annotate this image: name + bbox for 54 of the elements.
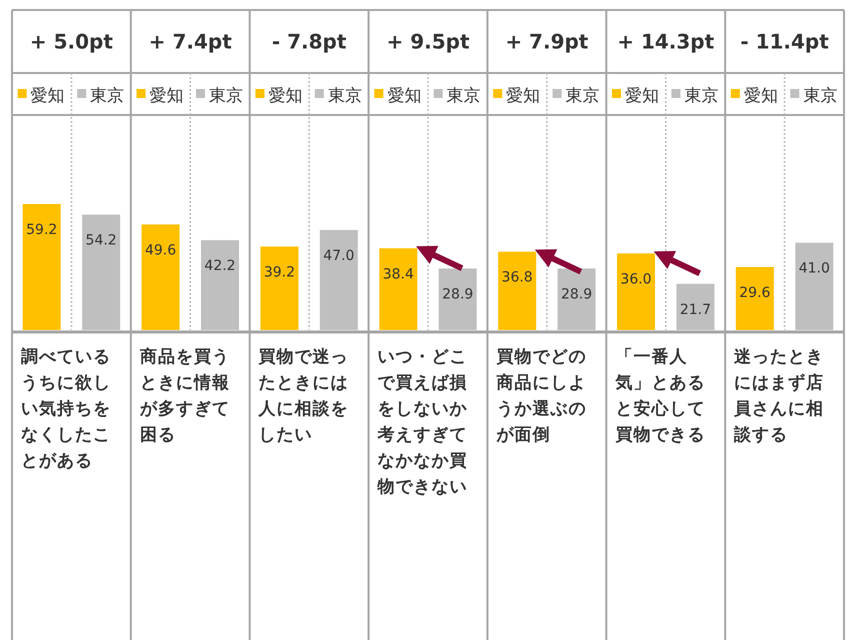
x-tick-label: 調べているうちに欲しい気持ちをなくしたことがある (21, 346, 112, 473)
text: 愛知 (625, 86, 659, 106)
text: - 7.8pt (272, 30, 347, 54)
bar (498, 252, 536, 330)
bar (320, 230, 358, 330)
bar (201, 240, 239, 330)
text: - 11.4pt (740, 30, 830, 54)
text: 愛知 (506, 86, 540, 106)
text: 愛知 (387, 86, 422, 106)
data-label: 59.2 (26, 222, 58, 238)
x-tick-label: 商品を買うときに情報が多すぎて困る (140, 346, 231, 447)
data-label: 29.6 (739, 285, 771, 301)
data-label: 28.9 (560, 286, 592, 302)
bar (676, 284, 714, 330)
bar (260, 246, 298, 330)
data-label: 39.2 (264, 264, 296, 281)
text: 東京 (684, 86, 718, 106)
text: + 7.4pt (148, 30, 232, 54)
data-label: 38.4 (382, 266, 414, 282)
legend-label: 東京 (90, 86, 124, 106)
data-label: 42.2 (204, 258, 236, 274)
x-tick-label: 迷ったときにはまず店員さんに相談する (734, 346, 826, 447)
x-tick-label: 「一番人気」とあると安心して買物できる (615, 346, 706, 447)
text: 東京 (209, 86, 243, 106)
text: 東京 (566, 86, 600, 106)
data-label: 54.2 (86, 232, 117, 249)
bar (22, 204, 61, 330)
data-label: 36.8 (502, 270, 533, 286)
text: 愛知 (744, 86, 778, 106)
bar (82, 214, 120, 330)
text: 愛知 (150, 86, 184, 106)
bar (379, 248, 418, 330)
text: + 9.5pt (386, 30, 470, 54)
data-label: 49.6 (144, 242, 176, 258)
data-label: 21.7 (680, 302, 712, 318)
x-tick-label: いつ・どこで買えば損をしないか考えすぎてなかなか買物できない (378, 346, 469, 499)
text: 東京 (446, 86, 481, 106)
data-label: 47.0 (323, 248, 354, 264)
bar (795, 242, 834, 330)
legend-label: 愛知 (30, 86, 65, 106)
bar (142, 224, 180, 330)
x-tick-label: 買物で迷ったときには人に相談をしたい (258, 346, 350, 447)
text: 東京 (328, 86, 362, 106)
text: + 7.9pt (505, 30, 589, 54)
x-tick-label: 買物でどの商品にしようか選ぶのが面倒 (496, 346, 588, 447)
data-label: 41.0 (798, 260, 830, 277)
bar (736, 267, 774, 330)
text: + 5.0pt (30, 30, 114, 54)
text: 愛知 (268, 86, 302, 106)
bar (617, 253, 655, 330)
data-label: 36.0 (620, 271, 652, 288)
data-label: 28.9 (442, 286, 474, 302)
text: + 14.3pt (617, 30, 715, 54)
text: 東京 (803, 86, 838, 106)
